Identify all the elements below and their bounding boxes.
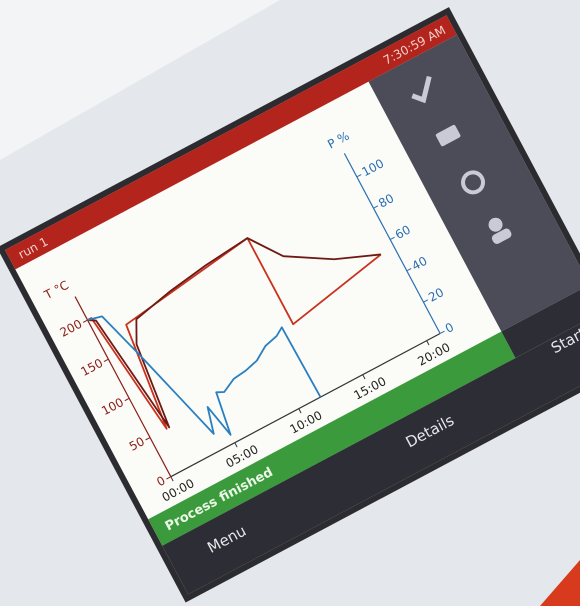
- page: {"header": {"title": "run 1", "time": "7…: [0, 0, 580, 606]
- screenshot: run 1 7:30:59 AM Process finished Menu D…: [0, 0, 580, 606]
